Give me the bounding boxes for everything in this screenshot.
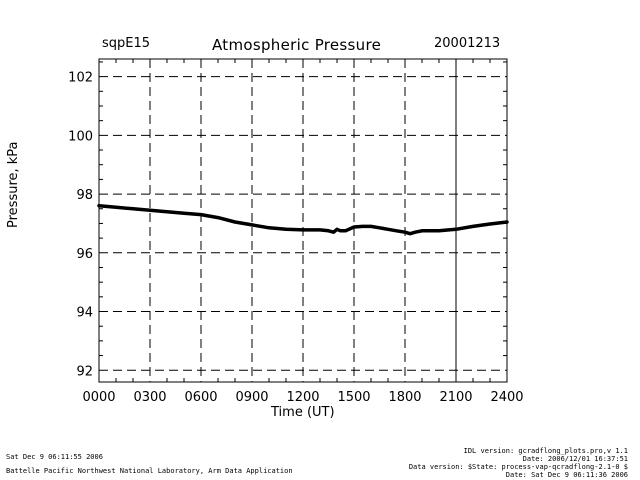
- y-tick-label: 96: [76, 247, 93, 262]
- x-tick-label: 1500: [337, 390, 370, 405]
- x-tick-label: 1800: [388, 390, 421, 405]
- y-axis-label: Pressure, kPa: [6, 141, 21, 228]
- x-tick-label: 1200: [286, 390, 319, 405]
- y-tick-label: 102: [68, 71, 93, 86]
- footer-data-date: Date: Sat Dec 9 06:11:36 2006: [505, 471, 628, 479]
- y-tick-label: 100: [68, 129, 93, 144]
- x-tick-label: 2100: [439, 390, 472, 405]
- footer-credit: Battelle Pacific Northwest National Labo…: [6, 467, 293, 475]
- y-tick-label: 92: [76, 364, 93, 379]
- x-tick-label: 0300: [133, 390, 166, 405]
- date-label: 20001213: [434, 36, 501, 51]
- x-tick-label: 0900: [235, 390, 268, 405]
- x-tick-label: 0600: [184, 390, 217, 405]
- y-tick-label: 94: [76, 306, 93, 321]
- x-axis-label: Time (UT): [271, 405, 335, 420]
- chart-title: Atmospheric Pressure: [212, 36, 382, 54]
- footer-idl-version: IDL version: gcradflong_plots.pro,v 1.1: [463, 447, 628, 455]
- y-tick-label: 98: [76, 188, 93, 203]
- footer-idl-date: Date: 2006/12/01 16:37:51: [522, 455, 628, 463]
- footer-timestamp: Sat Dec 9 06:11:55 2006: [6, 453, 103, 461]
- site-label: sqpE15: [102, 36, 151, 51]
- footer-data-version: Data version: $State: process-vap-qcradf…: [408, 463, 628, 471]
- x-tick-label: 2400: [490, 390, 523, 405]
- pressure-series-line: [97, 204, 509, 236]
- x-tick-label: 0000: [82, 390, 115, 405]
